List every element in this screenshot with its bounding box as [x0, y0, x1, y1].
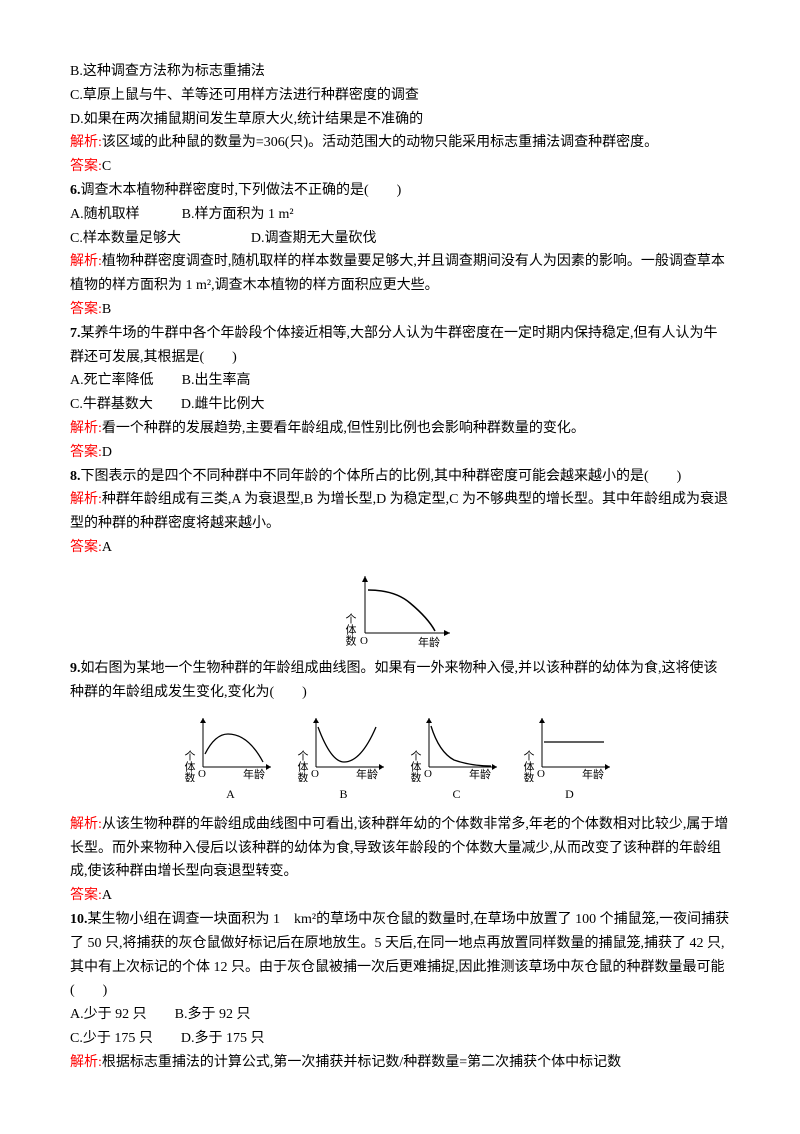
q10-num: 10. — [70, 912, 88, 927]
answer-text: C — [102, 159, 111, 174]
ylabel: 个体数 — [344, 612, 357, 646]
q9-context-figure: 个体数 O 年龄 — [70, 568, 730, 653]
fig-b-label: B — [296, 784, 391, 804]
q5-answer: 答案:C — [70, 155, 730, 179]
fig-b: 个体数 O 年龄 B — [296, 712, 391, 804]
analysis-label: 解析: — [70, 492, 102, 507]
q9-text: 如右图为某地一个生物种群的年龄组成曲线图。如果有一外来物种入侵,并以该种群的幼体… — [70, 661, 718, 700]
q9-answer: 答案:A — [70, 884, 730, 908]
svg-text:年龄: 年龄 — [243, 767, 265, 781]
q8-num: 8. — [70, 469, 81, 484]
answer-label: 答案: — [70, 159, 102, 174]
q10-opt-c: C.少于 175 只 — [70, 1031, 153, 1046]
svg-text:O: O — [424, 768, 432, 780]
q8-answer: 答案:A — [70, 536, 730, 560]
fig-a: 个体数 O 年龄 A — [183, 712, 278, 804]
q7-answer: 答案:D — [70, 441, 730, 465]
svg-text:O: O — [198, 768, 206, 780]
fig-d-label: D — [522, 784, 617, 804]
q10-options-row1: A.少于 92 只 B.多于 92 只 — [70, 1003, 730, 1027]
answer-text: A — [102, 888, 112, 903]
q9-analysis: 解析:从该生物种群的年龄组成曲线图中可看出,该种群年幼的个体数非常多,年老的个体… — [70, 813, 730, 884]
q7-stem: 7.某养牛场的牛群中各个年龄段个体接近相等,大部分人认为牛群密度在一定时期内保持… — [70, 322, 730, 370]
analysis-label: 解析: — [70, 135, 102, 150]
q5-option-c: C.草原上鼠与牛、羊等还可用样方法进行种群密度的调查 — [70, 84, 730, 108]
q7-analysis: 解析:看一个种群的发展趋势,主要看年龄组成,但性别比例也会影响种群数量的变化。 — [70, 417, 730, 441]
svg-text:O: O — [311, 768, 319, 780]
fig-c: 个体数 O 年龄 C — [409, 712, 504, 804]
svg-text:个体数: 个体数 — [296, 750, 309, 782]
svg-text:年龄: 年龄 — [469, 767, 491, 781]
q7-options-row2: C.牛群基数大 D.雌牛比例大 — [70, 393, 730, 417]
q5-option-d: D.如果在两次捕鼠期间发生草原大火,统计结果是不准确的 — [70, 108, 730, 132]
q10-text: 某生物小组在调查一块面积为 1 km²的草场中灰仓鼠的数量时,在草场中放置了 1… — [70, 912, 800, 998]
analysis-label: 解析: — [70, 254, 102, 269]
answer-text: A — [102, 540, 112, 555]
q7-text: 某养牛场的牛群中各个年龄段个体接近相等,大部分人认为牛群密度在一定时期内保持稳定… — [70, 326, 718, 365]
xlabel: 年龄 — [418, 635, 440, 649]
fig-a-label: A — [183, 784, 278, 804]
answer-label: 答案: — [70, 445, 102, 460]
q7-options-row1: A.死亡率降低 B.出生率高 — [70, 369, 730, 393]
q7-opt-c: C.牛群基数大 — [70, 397, 153, 412]
q9-num: 9. — [70, 661, 81, 676]
q9-options-figures: 个体数 O 年龄 A 个体数 O 年龄 B 个体数 O 年龄 C — [70, 712, 730, 804]
q6-opt-c: C.样本数量足够大 — [70, 231, 181, 246]
svg-text:年龄: 年龄 — [582, 767, 604, 781]
q6-num: 6. — [70, 183, 81, 198]
q10-analysis: 解析:根据标志重捕法的计算公式,第一次捕获并标记数/种群数量=第二次捕获个体中标… — [70, 1051, 730, 1075]
q6-options-row2: C.样本数量足够大 D.调查期无大量砍伐 — [70, 227, 730, 251]
analysis-text: 种群年龄组成有三类,A 为衰退型,B 为增长型,D 为稳定型,C 为不够典型的增… — [70, 492, 728, 531]
origin-label: O — [360, 635, 368, 647]
q8-stem: 8.下图表示的是四个不同种群中不同年龄的个体所占的比例,其中种群密度可能会越来越… — [70, 465, 730, 489]
q8-analysis: 解析:种群年龄组成有三类,A 为衰退型,B 为增长型,D 为稳定型,C 为不够典… — [70, 488, 730, 536]
answer-text: B — [102, 302, 111, 317]
analysis-label: 解析: — [70, 1055, 102, 1070]
analysis-text: 植物种群密度调查时,随机取样的样本数量要足够大,并且调查期间没有人为因素的影响。… — [70, 254, 725, 293]
q5-option-b: B.这种调查方法称为标志重捕法 — [70, 60, 730, 84]
answer-label: 答案: — [70, 888, 102, 903]
q7-opt-d: D.雌牛比例大 — [181, 397, 265, 412]
q6-opt-d: D.调查期无大量砍伐 — [251, 231, 377, 246]
q6-analysis: 解析:植物种群密度调查时,随机取样的样本数量要足够大,并且调查期间没有人为因素的… — [70, 250, 730, 298]
analysis-text: 看一个种群的发展趋势,主要看年龄组成,但性别比例也会影响种群数量的变化。 — [102, 421, 585, 436]
q6-answer: 答案:B — [70, 298, 730, 322]
q7-num: 7. — [70, 326, 81, 341]
svg-text:O: O — [537, 768, 545, 780]
analysis-text: 该区域的此种鼠的数量为=306(只)。活动范围大的动物只能采用标志重捕法调查种群… — [102, 135, 658, 150]
answer-label: 答案: — [70, 540, 102, 555]
q6-options-row1: A.随机取样 B.样方面积为 1 m² — [70, 203, 730, 227]
answer-label: 答案: — [70, 302, 102, 317]
q7-opt-a: A.死亡率降低 — [70, 373, 154, 388]
q10-stem: 10.某生物小组在调查一块面积为 1 km²的草场中灰仓鼠的数量时,在草场中放置… — [70, 908, 730, 1003]
svg-text:年龄: 年龄 — [356, 767, 378, 781]
q10-options-row2: C.少于 175 只 D.多于 175 只 — [70, 1027, 730, 1051]
analysis-text: 根据标志重捕法的计算公式,第一次捕获并标记数/种群数量=第二次捕获个体中标记数 — [102, 1055, 621, 1070]
analysis-label: 解析: — [70, 421, 102, 436]
answer-text: D — [102, 445, 112, 460]
q8-text: 下图表示的是四个不同种群中不同年龄的个体所占的比例,其中种群密度可能会越来越小的… — [81, 469, 682, 484]
fig-c-label: C — [409, 784, 504, 804]
q6-stem: 6.调查木本植物种群密度时,下列做法不正确的是( ) — [70, 179, 730, 203]
q7-opt-b: B.出生率高 — [182, 373, 251, 388]
analysis-text: 从该生物种群的年龄组成曲线图中可看出,该种群年幼的个体数非常多,年老的个体数相对… — [70, 817, 728, 880]
analysis-label: 解析: — [70, 817, 102, 832]
svg-text:个体数: 个体数 — [409, 750, 422, 782]
q10-opt-d: D.多于 175 只 — [181, 1031, 265, 1046]
q10-opt-a: A.少于 92 只 — [70, 1007, 147, 1022]
svg-text:个体数: 个体数 — [522, 750, 535, 782]
q9-stem: 9.如右图为某地一个生物种群的年龄组成曲线图。如果有一外来物种入侵,并以该种群的… — [70, 657, 730, 705]
curve-decline-icon: 个体数 O 年龄 — [340, 568, 460, 653]
q5-analysis: 解析:该区域的此种鼠的数量为=306(只)。活动范围大的动物只能采用标志重捕法调… — [70, 131, 730, 155]
q10-opt-b: B.多于 92 只 — [175, 1007, 251, 1022]
q6-opt-a: A.随机取样 — [70, 207, 140, 222]
svg-text:个体数: 个体数 — [183, 750, 196, 782]
q6-text: 调查木本植物种群密度时,下列做法不正确的是( ) — [81, 183, 402, 198]
fig-d: 个体数 O 年龄 D — [522, 712, 617, 804]
q6-opt-b: B.样方面积为 1 m² — [182, 207, 294, 222]
